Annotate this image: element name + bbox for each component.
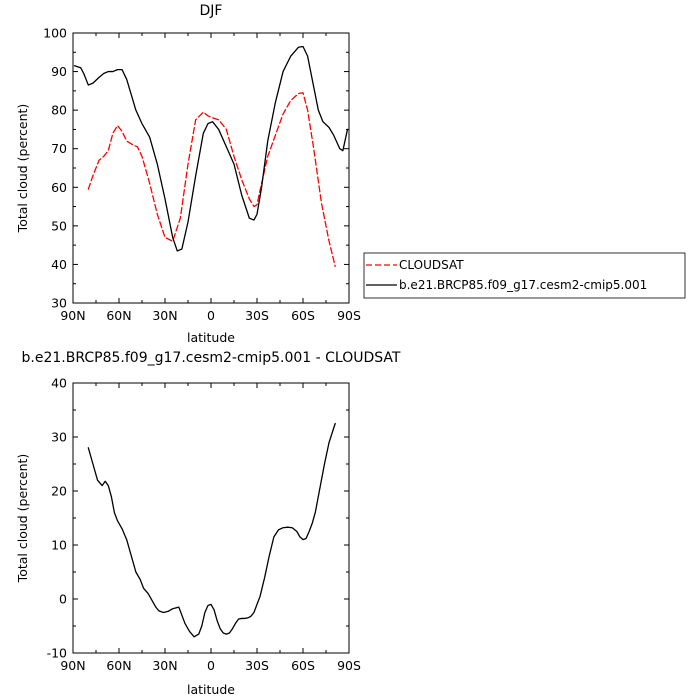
top-x-tick-label: 90S bbox=[337, 308, 361, 323]
bottom-y-tick-label: -10 bbox=[47, 646, 67, 661]
top-y-tick-label: 80 bbox=[51, 103, 67, 118]
bottom-panel: b.e21.BRCP85.f09_g17.cesm2-cmip5.001 - C… bbox=[15, 350, 401, 697]
top-y-axis-label: Total cloud (percent) bbox=[15, 104, 30, 234]
bottom-x-tick-label: 0 bbox=[207, 658, 215, 673]
bottom-chart-title: b.e21.BRCP85.f09_g17.cesm2-cmip5.001 - C… bbox=[22, 350, 401, 366]
top-y-tick-label: 50 bbox=[51, 218, 67, 233]
legend-label-model: b.e21.BRCP85.f09_g17.cesm2-cmip5.001 bbox=[399, 278, 647, 292]
bottom-y-tick-label: 20 bbox=[51, 484, 67, 499]
bottom-x-tick-label: 90S bbox=[337, 658, 361, 673]
legend-label-cloudsat: CLOUDSAT bbox=[399, 258, 464, 272]
top-plot-frame bbox=[72, 32, 350, 304]
bottom-x-tick-label: 60S bbox=[291, 658, 315, 673]
legend-box bbox=[363, 252, 686, 299]
top-series-line-1 bbox=[73, 45, 349, 252]
bottom-y-tick-label: 0 bbox=[59, 592, 67, 607]
bottom-x-axis-label: latitude bbox=[187, 682, 235, 697]
bottom-series-group bbox=[87, 422, 336, 638]
top-y-tick-label: 60 bbox=[51, 180, 67, 195]
bottom-y-tick-label: 40 bbox=[51, 376, 67, 391]
top-y-tick-label: 70 bbox=[51, 141, 67, 156]
bottom-x-tick-label: 30N bbox=[152, 658, 177, 673]
bottom-y-axis-label: Total cloud (percent) bbox=[15, 454, 30, 584]
top-y-tick-label: 90 bbox=[51, 64, 67, 79]
top-series-line-0 bbox=[87, 92, 336, 268]
top-series-group bbox=[73, 45, 349, 268]
top-panel: DJF 90N 60N 30N 0 30S 60S 90S 30 40 50 60 70 80 90 100… bbox=[15, 3, 361, 345]
top-x-tick-label: 0 bbox=[207, 308, 215, 323]
bottom-ticks: 90N 60N 30N 0 30S 60S 90S -10 0 10 20 30 40 bbox=[47, 376, 361, 674]
top-x-tick-label: 30S bbox=[245, 308, 269, 323]
top-x-axis-label: latitude bbox=[187, 330, 235, 345]
bottom-x-tick-label: 30S bbox=[245, 658, 269, 673]
top-x-tick-label: 60N bbox=[106, 308, 131, 323]
bottom-series-line-0 bbox=[87, 422, 336, 638]
bottom-x-tick-label: 60N bbox=[106, 658, 131, 673]
top-x-tick-label: 60S bbox=[291, 308, 315, 323]
bottom-y-tick-label: 30 bbox=[51, 430, 67, 445]
top-y-tick-label: 100 bbox=[43, 26, 67, 41]
top-ticks: 90N 60N 30N 0 30S 60S 90S 30 40 50 60 70 80 90 100 bbox=[43, 26, 361, 324]
bottom-plot-frame bbox=[72, 382, 350, 654]
top-y-tick-label: 40 bbox=[51, 257, 67, 272]
top-y-tick-label: 30 bbox=[51, 296, 67, 311]
top-x-tick-label: 30N bbox=[152, 308, 177, 323]
bottom-y-tick-label: 10 bbox=[51, 538, 67, 553]
legend: CLOUDSAT b.e21.BRCP85.f09_g17.cesm2-cmip… bbox=[363, 252, 686, 299]
top-x-tick-label: 90N bbox=[60, 308, 85, 323]
bottom-x-tick-label: 90N bbox=[60, 658, 85, 673]
top-chart-title: DJF bbox=[200, 3, 223, 19]
